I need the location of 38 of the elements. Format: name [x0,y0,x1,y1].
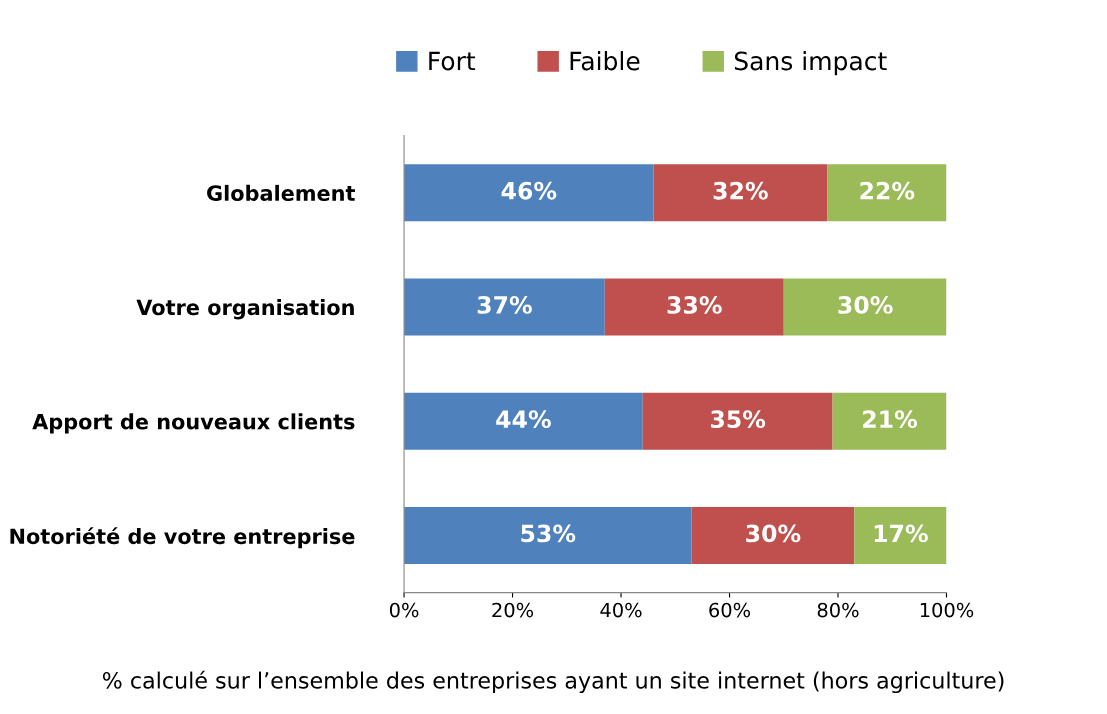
data-label: 30% [838,296,893,314]
bar [404,278,605,336]
x-tick-label: 60% [709,602,751,618]
data-label: 30% [746,524,801,543]
bar [404,506,692,565]
legend-label: Faible [570,51,640,71]
legend-label: Fort [429,51,476,71]
y-tick-label: Votre organisation [136,299,354,320]
y-tick-label: Globalement [207,184,355,201]
bar [854,506,947,565]
x-tick-label: 20% [492,602,534,618]
x-tick-label: 40% [600,602,642,618]
data-label: 37% [477,296,532,314]
data-label: 33% [667,296,722,314]
x-tick-label: 80% [817,602,859,618]
data-label: 32% [713,181,768,200]
data-label: 21% [863,410,918,429]
data-label: 17% [874,524,928,543]
data-label: 22% [860,181,915,200]
y-tick-label: Notoriété de votre entreprise [10,527,355,549]
bar [783,278,947,336]
x-tick-label: 0% [389,602,419,618]
legend-label: Sans impact [734,51,887,76]
data-label: 35% [710,410,766,429]
bar [404,164,654,222]
bar [604,278,784,336]
bar [404,392,643,450]
data-label: 53% [521,524,576,543]
bar [642,392,833,450]
data-label: 46% [501,181,557,200]
data-label: 44% [496,410,551,429]
bar [691,506,855,565]
x-tick-label: 100% [920,602,974,618]
bar [653,164,828,222]
bar [832,392,947,450]
bar [827,164,947,222]
text: % calculé sur l’ensemble des entreprises ayant un site internet (hors agriculture) [102,670,1004,694]
y-tick-label: Apport de nouveaux clients [32,413,355,434]
